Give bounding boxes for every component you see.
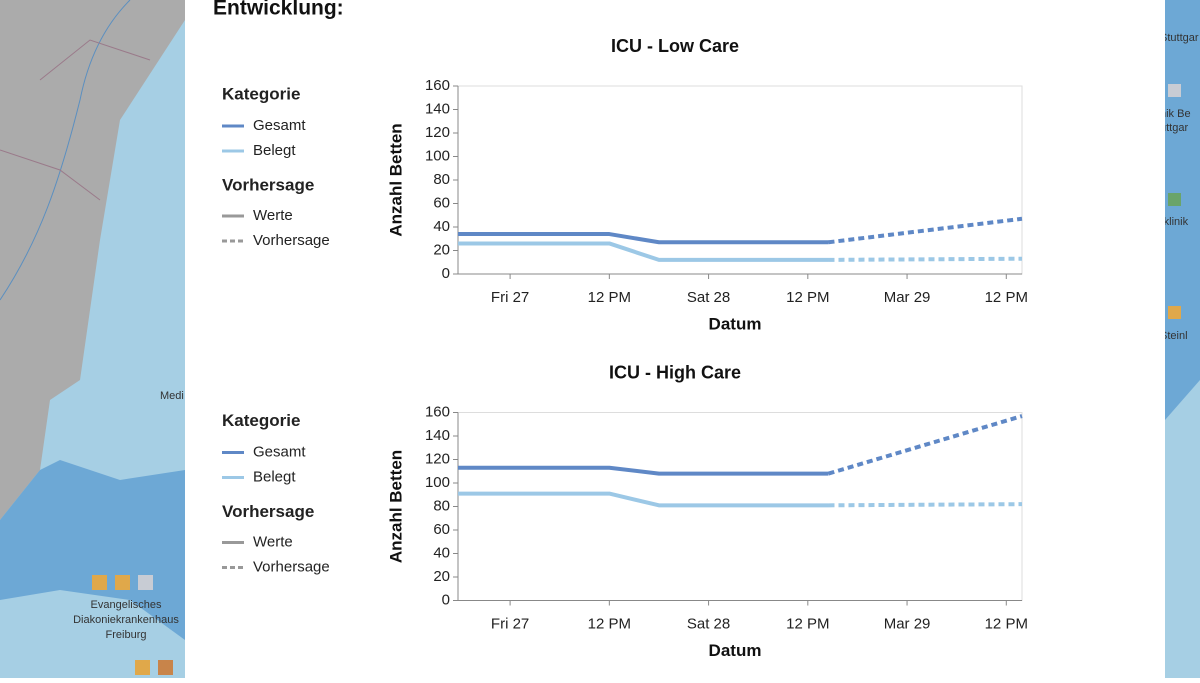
forecast-line (828, 256, 1023, 262)
x-tick-label: 12 PM (985, 289, 1028, 306)
y-tick-label: 40 (433, 544, 450, 561)
y-tick-label: 120 (425, 450, 450, 467)
legend-title: Kategorie (222, 411, 300, 430)
y-tick-label: 160 (425, 403, 450, 420)
series-line (458, 491, 829, 508)
map-icon (1168, 193, 1181, 206)
map-label: Medi (160, 390, 184, 402)
x-tick-label: Mar 29 (884, 289, 931, 306)
y-tick-label: 0 (442, 265, 450, 282)
y-axis-title: Anzahl Betten (386, 450, 405, 563)
legend-title: Kategorie (222, 84, 300, 103)
y-tick-label: 60 (433, 521, 450, 538)
series-line (458, 465, 829, 476)
x-tick-label: Sat 28 (687, 615, 730, 632)
legend-title: Vorhersage (222, 175, 314, 194)
map-icon (92, 575, 107, 590)
x-tick-label: Sat 28 (687, 289, 730, 306)
map-label: Stuttgar (1160, 32, 1199, 44)
series-line (458, 241, 829, 262)
series-line (458, 232, 829, 245)
map-icon (138, 575, 153, 590)
y-tick-label: 60 (433, 194, 450, 211)
x-tick-label: 12 PM (786, 615, 829, 632)
x-axis-title: Datum (709, 641, 762, 660)
map-label: Steinl (1160, 330, 1188, 342)
y-tick-label: 140 (425, 100, 450, 117)
map-icon (115, 575, 130, 590)
map-icon (1168, 306, 1181, 319)
x-tick-label: 12 PM (786, 289, 829, 306)
y-tick-label: 80 (433, 497, 450, 514)
y-tick-label: 20 (433, 568, 450, 585)
y-tick-label: 0 (442, 591, 450, 608)
map-icon (135, 660, 150, 675)
y-tick-label: 40 (433, 218, 450, 235)
map-label: Diakoniekrankenhaus (73, 614, 179, 626)
map-land (0, 0, 185, 520)
legend-label: Vorhersage (253, 558, 330, 575)
y-tick-label: 120 (425, 124, 450, 141)
chart-title: ICU - High Care (609, 362, 741, 382)
legend-label: Gesamt (253, 117, 306, 134)
legend-label: Gesamt (253, 443, 306, 460)
map-icon (158, 660, 173, 675)
x-tick-label: Mar 29 (884, 615, 931, 632)
chart-title: ICU - Low Care (611, 36, 739, 56)
x-tick-label: 12 PM (588, 615, 631, 632)
legend-title: Vorhersage (222, 502, 314, 521)
y-tick-label: 100 (425, 474, 450, 491)
forecast-line (827, 414, 1023, 476)
y-tick-label: 20 (433, 241, 450, 258)
y-axis-title: Anzahl Betten (386, 123, 405, 236)
x-tick-label: 12 PM (588, 289, 631, 306)
map-region (1165, 380, 1200, 678)
map-border (0, 39, 151, 201)
forecast-line (828, 502, 1023, 508)
legend-label: Belegt (253, 468, 296, 485)
x-tick-label: 12 PM (985, 615, 1028, 632)
forecast-line (828, 216, 1023, 245)
map-region (0, 590, 185, 678)
map-label: uttgar (1160, 122, 1188, 134)
map-label: rklinik (1160, 216, 1189, 228)
y-tick-label: 160 (425, 77, 450, 94)
x-axis-title: Datum (709, 314, 762, 333)
y-tick-label: 80 (433, 171, 450, 188)
legend-label: Vorhersage (253, 232, 330, 249)
y-tick-label: 100 (425, 147, 450, 164)
panel (185, 0, 1165, 678)
x-tick-label: Fri 27 (491, 289, 529, 306)
legend-label: Werte (253, 533, 293, 550)
map-label: Freiburg (106, 629, 147, 641)
legend-label: Werte (253, 207, 293, 224)
map-icon (1168, 84, 1181, 97)
heading: Entwicklung: (213, 0, 344, 20)
map-label: nik Be (1160, 108, 1191, 120)
x-tick-label: Fri 27 (491, 615, 529, 632)
map-label: Evangelisches (91, 599, 162, 611)
y-tick-label: 140 (425, 427, 450, 444)
map-river (0, 0, 131, 301)
legend-label: Belegt (253, 142, 296, 159)
